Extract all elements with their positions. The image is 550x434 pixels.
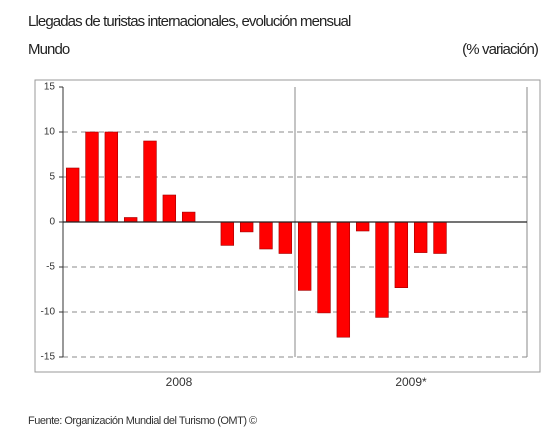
y-tick-label: -5 xyxy=(46,262,55,273)
bar xyxy=(181,211,196,223)
bar xyxy=(65,167,80,223)
bar xyxy=(85,131,99,223)
y-tick-label: 5 xyxy=(49,172,55,183)
bar xyxy=(317,221,331,314)
bar xyxy=(375,221,389,318)
y-tick-label: -10 xyxy=(41,307,56,318)
bar xyxy=(297,221,312,291)
bar xyxy=(394,221,409,288)
y-tick-label: 10 xyxy=(44,127,56,138)
bar xyxy=(162,194,177,223)
y-tick-label: 0 xyxy=(49,217,55,228)
y-tick-label: 15 xyxy=(44,82,56,93)
bar xyxy=(278,221,293,254)
bar xyxy=(413,221,428,253)
chart-frame xyxy=(34,79,541,373)
x-group-label: 2009* xyxy=(395,375,427,389)
y-tick-label: -15 xyxy=(41,352,56,363)
y-axis-label: (% variación) xyxy=(462,41,539,58)
bar xyxy=(143,140,157,223)
bar xyxy=(220,221,235,246)
bar xyxy=(104,131,119,223)
bar xyxy=(239,221,254,233)
bar xyxy=(355,221,370,232)
x-group-label: 2008 xyxy=(166,375,193,389)
bar xyxy=(259,221,273,250)
source-note: Fuente: Organización Mundial del Turismo… xyxy=(28,415,257,427)
bar xyxy=(433,221,447,254)
chart-title: Llegadas de turistas internacionales, ev… xyxy=(28,13,351,30)
bar xyxy=(336,221,351,338)
bar xyxy=(123,217,138,223)
chart-subtitle: Mundo xyxy=(28,41,70,58)
